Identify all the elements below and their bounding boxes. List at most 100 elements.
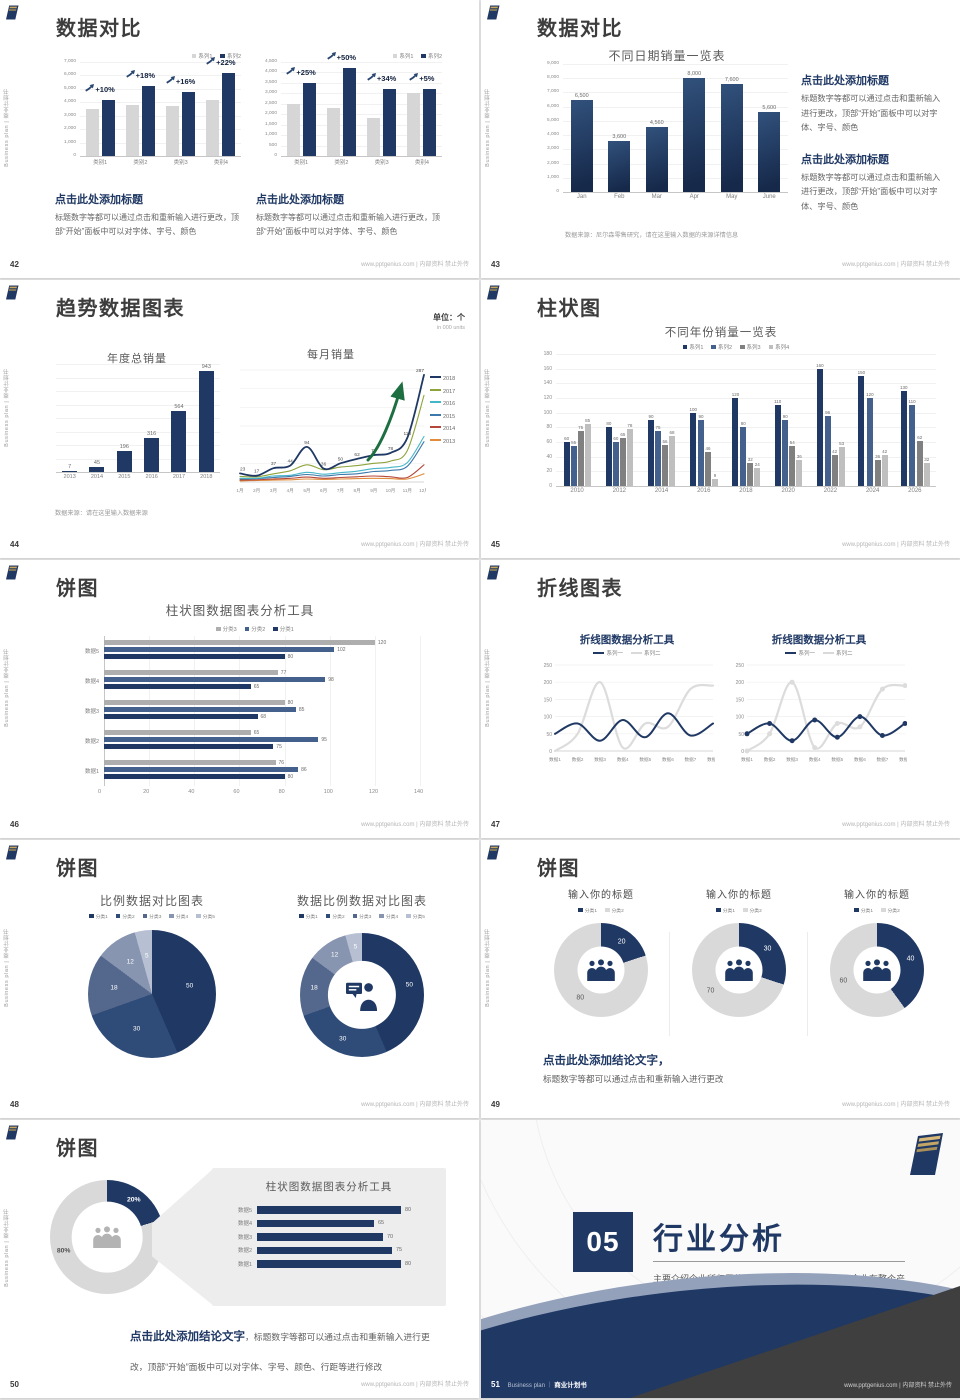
annual-bar-chart: 7 45 196 316 564 943 2013 2014 2015 2016 2017 2018 (52, 364, 220, 492)
slide-48-thumbnail[interactable]: Business plan | 商业计划书 饼图 比例数据对比图表 数据比例数据… (0, 840, 479, 1118)
sidebar-vertical-label: Business plan | 商业计划书 (485, 368, 491, 447)
text-el: 数据4 (809, 756, 821, 763)
text-el: 11月 (403, 488, 412, 494)
chart-legend: 分类1 分类2 (673, 907, 805, 914)
chart-legend: 分类1 分类2 分类3 分类4 分类5 (52, 913, 252, 920)
slide-51-thumbnail[interactable]: 05 行业分析 主要介绍企业所归属的产业领域的基本情况，以及企业在整个产业或行业… (481, 1120, 960, 1398)
bar-group: 7,600 (713, 64, 751, 192)
slide-43-thumbnail[interactable]: Business plan | 商业计划书 数据对比 不同日期销量一览表 0 1,… (481, 0, 960, 278)
i-el (220, 53, 225, 58)
text-el: 200 (544, 680, 553, 686)
slide-title: 饼图 (56, 578, 99, 600)
svg-el (166, 75, 175, 84)
bar (116, 450, 132, 472)
legend-item: 分类2 (115, 913, 135, 920)
slice-label: 20 (617, 938, 626, 946)
text-el: 50 (738, 732, 744, 738)
bar-value: 80 (740, 421, 746, 427)
slide-47-thumbnail[interactable]: Business plan | 商业计划书 折线图表 折线图数据分析工具 折线图… (481, 560, 960, 838)
bar-value: 46 (705, 446, 711, 452)
i-el (216, 626, 221, 631)
path-el (9, 566, 17, 569)
div-el (556, 354, 936, 355)
span-el: 500 (268, 142, 277, 148)
percent-annotation: +16% (161, 75, 201, 86)
div-el: 60 55 75 85 80 60 65 78 90 75 56 68 100 90 46 9 120 80 32 2… (556, 354, 936, 486)
slide-42-thumbnail[interactable]: Business plan | 商业计划书 数据对比 系列1 系列2 0 1,000 2… (0, 0, 479, 278)
bar-group: +18% (120, 62, 160, 156)
bar-group: +16% (161, 62, 201, 156)
span-el: 0 (549, 483, 552, 489)
bar-group: 数据5 120 102 80 (85, 636, 446, 666)
chart-legend: 分类1 分类2 (535, 907, 667, 914)
text-block: 点击此处添加标题 标题数字等都可以通过点击和重新输入进行更改，顶部“开始”面板中… (256, 191, 448, 239)
slide-50-thumbnail[interactable]: Business plan | 商业计划书 饼图 20% 80% 柱状图数据图表分… (0, 1120, 479, 1398)
grouped-bar-chart-left: 系列1 系列2 0 1,000 2,000 3,000 4,000 5,000 6,000 7,0… (55, 50, 241, 176)
span-el: 2026 (908, 488, 922, 494)
chart-legend: 系列1 系列2 系列3 系列4 (536, 340, 936, 354)
bar (383, 89, 397, 156)
text-el: 100 (544, 715, 553, 721)
path-el (239, 464, 425, 481)
bar (900, 390, 907, 486)
slide-46-thumbnail[interactable]: Business plan | 商业计划书 饼图 柱状图数据图表分析工具 分类3… (0, 560, 479, 838)
bar (62, 471, 78, 472)
block-body: 标题数字等都可以通过点击和重新输入进行更改，顶部“开始”面板中可以对字体、字号、… (801, 94, 941, 133)
bar (923, 462, 930, 486)
path-el (918, 1135, 941, 1142)
circle-el (879, 686, 885, 692)
div-el (374, 636, 376, 786)
slide-44-thumbnail[interactable]: Business plan | 商业计划书 趋势数据图表 单位：个 in 000… (0, 280, 479, 558)
logo-glyph (6, 565, 19, 580)
chart-title: 输入你的标题 (568, 890, 634, 901)
legend-item: 2013 (430, 439, 455, 445)
i-el (430, 426, 441, 428)
div-el (56, 377, 220, 379)
bar-value: 110 (908, 399, 916, 405)
div-el (80, 88, 241, 90)
text-el: 100 (736, 715, 745, 721)
chart-title: 输入你的标题 (706, 890, 772, 901)
slide-45-thumbnail[interactable]: Business plan | 商业计划书 柱状图 不同年份销量一览表 系列1 系… (481, 280, 960, 558)
span-el: 类别2 (334, 160, 349, 166)
bar (758, 112, 781, 192)
span-el: Jan (576, 194, 587, 200)
circle-el (883, 960, 889, 966)
span-el: 3,500 (264, 79, 277, 85)
donut-column: 输入你的标题 分类1 分类2 30 70 (673, 886, 805, 1017)
span-el: 2022 (823, 488, 838, 494)
span-el: June (762, 194, 776, 200)
path-el (409, 75, 417, 81)
div-el: 90 (698, 354, 705, 486)
path-el (489, 569, 498, 571)
text-el: 62 (354, 452, 360, 458)
bar (104, 676, 326, 683)
i-el (593, 652, 605, 654)
div-el: 80 (740, 354, 747, 486)
donut-chart: 20 80 (554, 923, 648, 1017)
page-number: 44 (10, 540, 19, 549)
div-el: +25% +50% +34% +5% (281, 52, 442, 156)
g-el (863, 959, 891, 981)
g-el (587, 959, 615, 981)
chart-title: 年度总销量 (107, 353, 167, 365)
chart-legend: 系列一 系列二 (539, 647, 715, 659)
path-el (490, 286, 498, 289)
logo-glyph (6, 845, 19, 860)
bar-value: 6,500 (574, 92, 589, 99)
path-el (6, 845, 19, 860)
div-el: 316 (144, 364, 160, 472)
section-number: 05 (573, 1212, 633, 1272)
bar (612, 442, 619, 486)
bar (648, 420, 655, 486)
div-el (56, 418, 220, 419)
div-el (563, 149, 788, 151)
slide-49-thumbnail[interactable]: Business plan | 商业计划书 饼图 输入你的标题 分类1 分类2 2… (481, 840, 960, 1118)
i-el (768, 344, 774, 349)
i-el (406, 913, 411, 918)
group-label: 数据1 (237, 1261, 252, 1268)
bar-value: 62 (917, 434, 923, 440)
legend-item: 分类3 (216, 625, 237, 633)
bar-value: 120 (731, 392, 740, 397)
group-label: 数据3 (84, 709, 99, 715)
